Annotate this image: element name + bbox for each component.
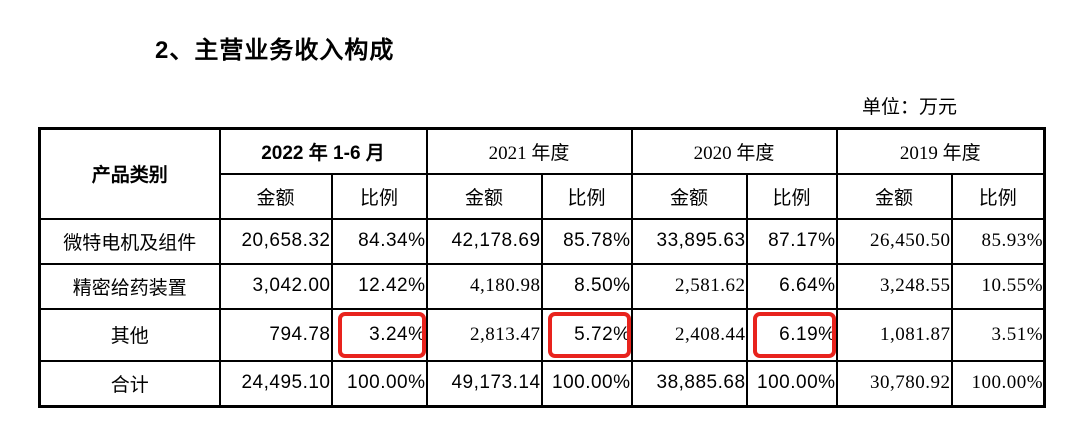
- cell-value: 87.17%: [768, 230, 836, 251]
- cell-value: 12.42%: [358, 275, 426, 296]
- amount-cell: 1,081.87: [835, 307, 953, 362]
- revenue-composition-table: 产品类别 2022 年 1-6 月 2021 年度 2020 年度 2019 年度 金额比…: [38, 127, 1047, 408]
- amount-cell: 42,178.69: [425, 217, 543, 265]
- cell-value: 10.55%: [981, 275, 1044, 296]
- period-header: 2020 年度: [630, 127, 838, 175]
- section-title: 2、主营业务收入构成: [155, 37, 395, 64]
- ratio-cell: 10.55%: [950, 262, 1046, 310]
- amount-cell: 794.78: [218, 307, 333, 362]
- ratio-cell: 87.17%: [745, 217, 838, 265]
- amount-header: 金额: [218, 172, 333, 220]
- ratio-header: 比例: [950, 172, 1046, 220]
- ratio-cell: 84.34%: [330, 217, 428, 265]
- amount-cell: 20,658.32: [218, 217, 333, 265]
- ratio-cell: 6.64%: [745, 262, 838, 310]
- period-header: 2021 年度: [425, 127, 633, 175]
- cell-value: 2,581.62: [675, 275, 746, 296]
- cell-value: 2,813.47: [470, 323, 541, 345]
- ratio-cell: 8.50%: [540, 262, 633, 310]
- unit-label: 单位：万元: [862, 97, 958, 118]
- period-header: 2019 年度: [835, 127, 1046, 175]
- amount-cell: 24,495.10: [218, 359, 333, 408]
- ratio-cell: 5.72%: [540, 307, 633, 362]
- ratio-cell: 12.42%: [330, 262, 428, 310]
- cell-value: 38,885.68: [656, 372, 746, 394]
- row-label: 合计: [38, 359, 221, 408]
- amount-cell: 33,895.63: [630, 217, 748, 265]
- table-body: 微特电机及组件 20,658.32 84.34% 42,178.69 85.78% 33,…: [38, 217, 1046, 408]
- cell-value: 8.50%: [574, 275, 631, 296]
- period-header: 2022 年 1-6 月: [218, 127, 428, 175]
- ratio-cell: 3.51%: [950, 307, 1046, 362]
- header-row-subcolumns: 金额 比例 金额 比例 金额 比例 金额 比例: [40, 172, 1046, 220]
- cell-value: 30,780.92: [870, 372, 951, 394]
- row-label: 微特电机及组件: [38, 217, 221, 265]
- table-row: 精密给药装置 3,042.00 12.42% 4,180.98 8.50% 2,581.6…: [38, 262, 1046, 310]
- cell-value: 33,895.63: [656, 230, 746, 251]
- cell-value: 49,173.14: [451, 372, 541, 394]
- amount-cell: 38,885.68: [630, 359, 748, 408]
- cell-value: 3.51%: [991, 323, 1044, 345]
- amount-cell: 49,173.14: [425, 359, 543, 408]
- row-label: 其他: [38, 307, 221, 362]
- cell-value: 3,042.00: [252, 275, 331, 296]
- cell-value: 2,408.44: [675, 323, 746, 345]
- cell-value: 3.24%: [369, 323, 426, 345]
- amount-cell: 4,180.98: [425, 262, 543, 310]
- amount-cell: 26,450.50: [835, 217, 953, 265]
- amount-cell: 30,780.92: [835, 359, 953, 408]
- cell-value: 85.78%: [563, 230, 631, 251]
- ratio-cell: 100.00%: [745, 359, 838, 408]
- cell-value: 4,180.98: [470, 275, 541, 296]
- ratio-cell: 100.00%: [950, 359, 1046, 408]
- amount-cell: 2,581.62: [630, 262, 748, 310]
- ratio-header: 比例: [745, 172, 838, 220]
- cell-value: 24,495.10: [241, 372, 331, 394]
- ratio-cell: 85.78%: [540, 217, 633, 265]
- amount-header: 金额: [835, 172, 953, 220]
- cell-value: 6.64%: [779, 275, 836, 296]
- amount-cell: 3,248.55: [835, 262, 953, 310]
- ratio-cell: 100.00%: [330, 359, 428, 408]
- table-row: 微特电机及组件 20,658.32 84.34% 42,178.69 85.78% 33,…: [38, 217, 1046, 265]
- row-label: 精密给药装置: [38, 262, 221, 310]
- cell-value: 3,248.55: [880, 275, 951, 296]
- cell-value: 85.93%: [981, 230, 1044, 251]
- cell-value: 6.19%: [779, 323, 836, 345]
- table-header: 产品类别 2022 年 1-6 月 2021 年度 2020 年度 2019 年度 金额比…: [38, 127, 1046, 220]
- cell-value: 5.72%: [574, 323, 631, 345]
- ratio-header: 比例: [540, 172, 633, 220]
- header-row-periods: 产品类别 2022 年 1-6 月 2021 年度 2020 年度 2019 年度: [38, 127, 1046, 220]
- amount-header: 金额: [425, 172, 543, 220]
- table-row: 合计 24,495.10 100.00% 49,173.14 100.00% 38,885…: [38, 359, 1046, 408]
- table-row: 其他 794.78 3.24% 2,813.47 5.72% 2,408.44 6.19% 1…: [38, 307, 1046, 362]
- cell-value: 100.00%: [552, 372, 631, 394]
- ratio-cell: 85.93%: [950, 217, 1046, 265]
- cell-value: 100.00%: [347, 372, 426, 394]
- amount-cell: 2,813.47: [425, 307, 543, 362]
- ratio-cell: 6.19%: [745, 307, 838, 362]
- cell-value: 84.34%: [358, 230, 426, 251]
- ratio-header: 比例: [330, 172, 428, 220]
- amount-cell: 2,408.44: [630, 307, 748, 362]
- cell-value: 20,658.32: [241, 230, 331, 251]
- cell-value: 794.78: [269, 323, 331, 345]
- cell-value: 42,178.69: [451, 230, 541, 251]
- cell-value: 100.00%: [971, 372, 1044, 394]
- ratio-cell: 3.24%: [330, 307, 428, 362]
- ratio-cell: 100.00%: [540, 359, 633, 408]
- cell-value: 26,450.50: [870, 230, 951, 251]
- product-category-header: 产品类别: [38, 127, 221, 220]
- amount-cell: 3,042.00: [218, 262, 333, 310]
- cell-value: 100.00%: [757, 372, 836, 394]
- cell-value: 1,081.87: [880, 323, 951, 345]
- amount-header: 金额: [630, 172, 748, 220]
